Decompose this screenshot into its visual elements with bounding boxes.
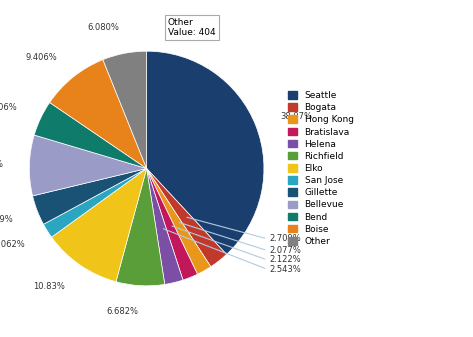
- Wedge shape: [103, 51, 147, 168]
- Text: Other
Value: 404: Other Value: 404: [168, 18, 215, 37]
- Text: 4.906%: 4.906%: [0, 102, 18, 112]
- Wedge shape: [29, 135, 147, 196]
- Text: 4.139%: 4.139%: [0, 215, 13, 224]
- Text: 9.406%: 9.406%: [25, 53, 57, 62]
- Wedge shape: [34, 102, 147, 168]
- Wedge shape: [44, 168, 147, 237]
- Text: 2.077%: 2.077%: [270, 246, 302, 255]
- Wedge shape: [116, 168, 165, 286]
- Wedge shape: [147, 168, 183, 284]
- Text: 2.122%: 2.122%: [270, 255, 301, 265]
- Text: 2.709%: 2.709%: [270, 234, 302, 243]
- Text: 8.353%: 8.353%: [0, 160, 4, 169]
- Wedge shape: [147, 168, 197, 280]
- Text: 2.062%: 2.062%: [0, 240, 26, 249]
- Text: 10.83%: 10.83%: [34, 282, 65, 291]
- Wedge shape: [147, 51, 264, 254]
- Text: 6.080%: 6.080%: [88, 24, 120, 32]
- Wedge shape: [50, 60, 147, 168]
- Text: 6.682%: 6.682%: [107, 307, 139, 316]
- Wedge shape: [33, 168, 147, 224]
- Wedge shape: [147, 168, 211, 274]
- Text: 2.543%: 2.543%: [270, 265, 302, 274]
- Text: 38.07%: 38.07%: [280, 112, 312, 121]
- Legend: Seattle, Bogata, Hong Kong, Bratislava, Helena, Richfield, Elko, San Jose, Gille: Seattle, Bogata, Hong Kong, Bratislava, …: [289, 91, 353, 246]
- Wedge shape: [147, 168, 227, 267]
- Wedge shape: [52, 168, 147, 282]
